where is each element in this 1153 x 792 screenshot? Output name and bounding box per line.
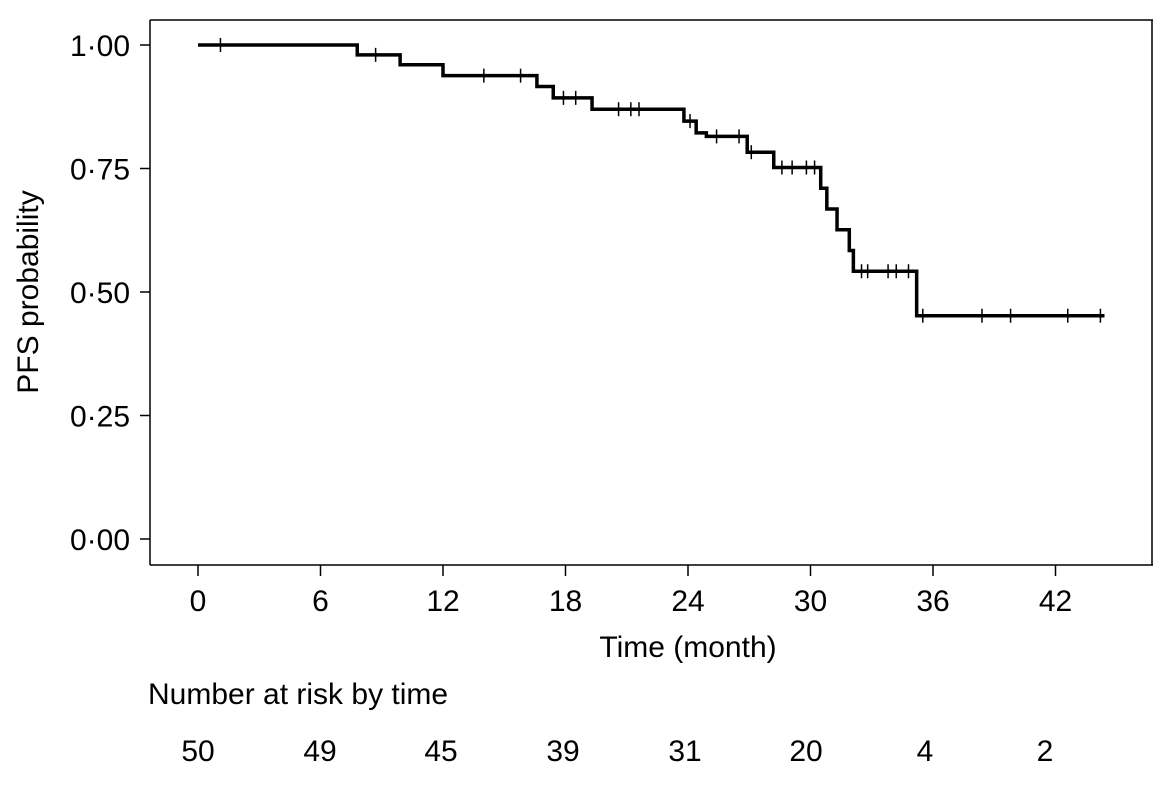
- x-axis-ticks: 0 6 12 18 24 30 36 42: [190, 565, 1072, 618]
- x-tick-label: 24: [671, 585, 704, 618]
- risk-count: 4: [917, 735, 934, 768]
- plot-frame: [149, 19, 1153, 566]
- risk-count: 2: [1037, 735, 1054, 768]
- risk-count: 31: [668, 735, 701, 768]
- y-tick-label: 0·00: [70, 524, 130, 557]
- y-tick-label: 0·75: [70, 154, 130, 187]
- x-tick-label: 30: [794, 585, 827, 618]
- x-tick-label: 18: [549, 585, 582, 618]
- x-tick-label: 0: [190, 585, 207, 618]
- y-axis-title: PFS probability: [12, 190, 45, 393]
- y-tick-label: 1·00: [70, 30, 130, 63]
- km-series: [198, 38, 1105, 323]
- risk-count: 49: [303, 735, 336, 768]
- x-axis-title: Time (month): [599, 631, 776, 664]
- risk-count: 39: [546, 735, 579, 768]
- x-tick-label: 36: [916, 585, 949, 618]
- risk-table-title: Number at risk by time: [148, 678, 448, 711]
- risk-count: 20: [789, 735, 822, 768]
- km-survival-curve: [198, 43, 1105, 318]
- risk-count: 50: [181, 735, 214, 768]
- y-tick-label: 0·50: [70, 277, 130, 310]
- y-axis-ticks: 0·00 0·25 0·50 0·75 1·00: [70, 30, 150, 557]
- x-tick-label: 6: [312, 585, 329, 618]
- y-tick-label: 0·25: [70, 401, 130, 434]
- x-tick-label: 42: [1039, 585, 1072, 618]
- risk-count: 45: [424, 735, 457, 768]
- x-tick-label: 12: [426, 585, 459, 618]
- risk-table-counts: 50 49 45 39 31 20 4 2: [181, 735, 1053, 768]
